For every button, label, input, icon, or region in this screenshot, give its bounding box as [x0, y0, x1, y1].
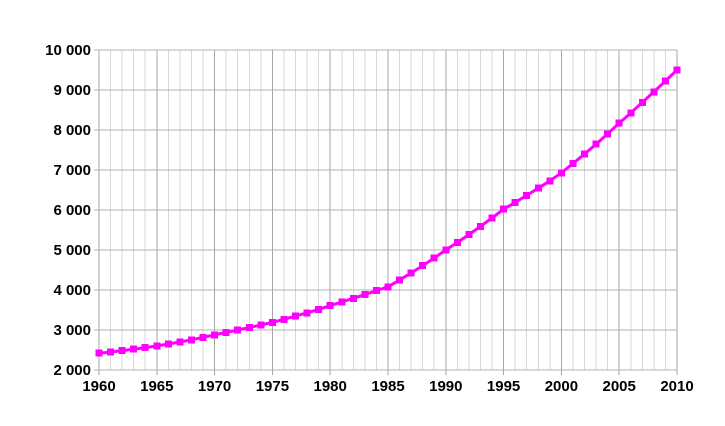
x-tick-label: 1975	[256, 378, 289, 395]
x-axis-ticks	[98, 370, 678, 375]
y-tick-label: 6 000	[53, 202, 91, 219]
series-markers-population	[95, 66, 681, 357]
x-tick-label: 2010	[660, 378, 693, 395]
x-axis-labels: 1960 1965 1970 1975 1980 1985 1990 1995 2000 2005…	[82, 378, 693, 395]
y-tick-label: 10 000	[45, 42, 91, 59]
y-tick-label: 9 000	[53, 82, 91, 99]
y-tick-label: 5 000	[53, 242, 91, 259]
x-tick-label: 1965	[140, 378, 173, 395]
x-tick-label: 1990	[429, 378, 462, 395]
x-tick-label: 2000	[545, 378, 578, 395]
y-tick-label: 2 000	[53, 362, 91, 379]
y-tick-label: 8 000	[53, 122, 91, 139]
x-tick-label: 1985	[371, 378, 404, 395]
x-tick-label: 1995	[487, 378, 520, 395]
x-tick-label: 1960	[82, 378, 115, 395]
y-tick-label: 3 000	[53, 322, 91, 339]
y-tick-label: 7 000	[53, 162, 91, 179]
y-tick-label: 4 000	[53, 282, 91, 299]
x-tick-label: 1980	[314, 378, 347, 395]
y-axis-labels: 2 000 3 000 4 000 5 000 6 000 7 000 8 000 9 000…	[45, 42, 91, 379]
x-tick-label: 1970	[198, 378, 231, 395]
x-tick-label: 2005	[603, 378, 636, 395]
grid-horizontal-lines	[94, 49, 677, 371]
